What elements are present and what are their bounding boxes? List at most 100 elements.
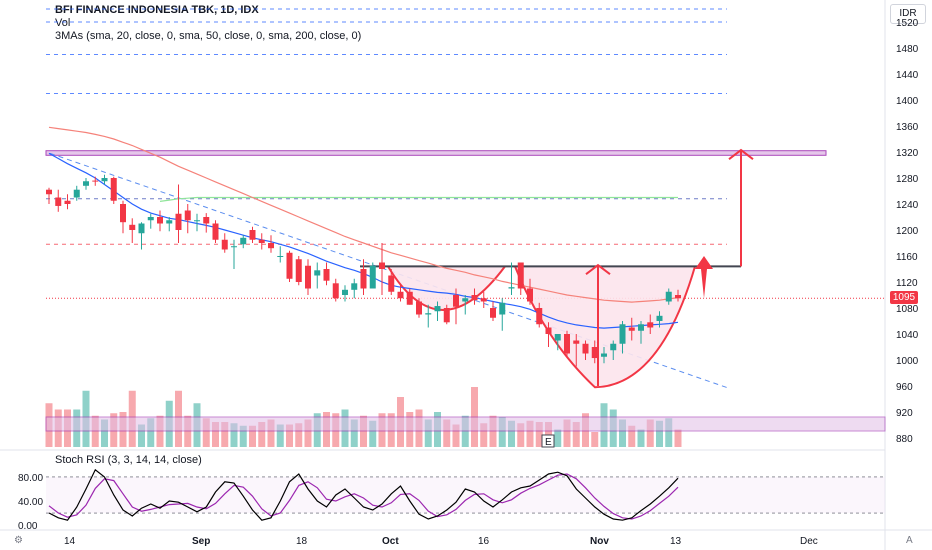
candle-body	[638, 324, 644, 331]
x-tick-label: 14	[64, 536, 76, 547]
candle-body	[499, 302, 506, 315]
y-tick-label: 1200	[896, 226, 919, 237]
volume-bar	[665, 418, 673, 447]
candle-body	[564, 334, 570, 354]
candle-body	[332, 283, 339, 299]
candle-body	[175, 213, 182, 230]
candle-body	[166, 220, 173, 224]
auto-scale-icon[interactable]: A	[906, 535, 913, 546]
x-tick-label: Dec	[800, 536, 818, 547]
volume-bar	[369, 420, 377, 447]
candle-body	[591, 347, 598, 359]
stoch-rsi-title[interactable]: Stoch RSI (3, 3, 14, 14, close)	[55, 454, 202, 466]
ma200-line	[159, 196, 678, 202]
earnings-marker: E	[541, 434, 555, 448]
candle-body	[619, 324, 626, 344]
rsi-tick-label: 0.00	[18, 521, 38, 532]
candle-body	[462, 298, 469, 302]
candle-body	[517, 262, 524, 289]
y-tick-label: 1160	[896, 252, 918, 263]
candle-body	[647, 322, 654, 328]
candle-body	[184, 210, 191, 221]
candle-body	[314, 270, 321, 276]
volume-bar	[286, 424, 293, 447]
candle-body	[277, 256, 284, 257]
candle-body	[64, 200, 71, 204]
candle-body	[369, 265, 376, 289]
candle-body	[258, 239, 265, 243]
support-zone-box	[45, 150, 827, 156]
candle-body	[342, 289, 348, 295]
target-arrowhead	[728, 148, 754, 160]
candle-body	[73, 189, 80, 198]
candle-body	[480, 298, 487, 302]
candle-body	[425, 313, 432, 315]
stoch-rsi-d-line	[48, 473, 679, 520]
candle-body	[406, 291, 413, 305]
y-tick-label: 1480	[896, 44, 919, 55]
candle-body	[46, 189, 52, 195]
y-tick-label: 1280	[896, 174, 919, 185]
candle-body	[490, 308, 496, 318]
volume-bar	[554, 429, 562, 447]
candle-body	[203, 217, 210, 224]
candle-body	[55, 197, 62, 206]
candle-body	[610, 343, 617, 351]
volume-bar	[572, 422, 580, 447]
measured-move-arrowhead	[585, 263, 611, 275]
volume-bar	[101, 419, 108, 447]
x-tick-label: 18	[296, 536, 308, 547]
x-tick-label: Sep	[192, 536, 210, 547]
volume-bar	[591, 432, 599, 447]
volume-bar	[304, 419, 312, 447]
volume-zone-box	[45, 416, 886, 432]
candle-body	[147, 217, 154, 221]
volume-bar	[674, 429, 682, 447]
y-tick-label: 1520	[896, 18, 919, 29]
volume-bar	[147, 418, 155, 447]
y-tick-label: 1040	[896, 330, 919, 341]
candle-body	[268, 243, 274, 249]
volume-bar	[517, 423, 525, 447]
volume-bar	[508, 420, 515, 447]
x-tick-label: 16	[478, 536, 490, 547]
candle-body	[434, 306, 441, 312]
y-tick-label: 1320	[896, 148, 919, 159]
x-tick-label: Oct	[382, 536, 399, 547]
y-tick-label: 1080	[896, 304, 919, 315]
y-tick-label: 1440	[896, 70, 919, 81]
volume-bar	[526, 420, 534, 447]
candle-body	[221, 239, 228, 250]
candle-body	[545, 327, 552, 334]
volume-bar	[480, 423, 488, 447]
volume-bar	[138, 424, 145, 447]
candle-body	[120, 204, 126, 223]
candle-body	[295, 259, 302, 282]
volume-label[interactable]: Vol	[55, 17, 71, 29]
candle-body	[471, 295, 478, 301]
candle-body	[129, 224, 136, 230]
candle-body	[157, 217, 163, 224]
volume-bar	[350, 419, 358, 447]
handle-curve-left	[387, 265, 506, 311]
candle-body	[453, 295, 459, 307]
currency-badge[interactable]: IDR	[890, 4, 926, 24]
volume-bar	[656, 420, 663, 447]
volume-bar	[637, 429, 645, 447]
candle-body	[305, 265, 311, 289]
candle-body	[323, 269, 330, 281]
moving-averages-label[interactable]: 3MAs (sma, 20, close, 0, sma, 50, close,…	[55, 30, 362, 42]
candle-body	[194, 220, 200, 222]
volume-bar	[239, 425, 247, 447]
y-tick-label: 1000	[896, 356, 919, 367]
settings-icon[interactable]: ⚙	[14, 535, 23, 546]
y-tick-label: 920	[896, 408, 913, 419]
stoch-rsi-k-line	[48, 468, 679, 521]
y-tick-label: 960	[896, 382, 913, 393]
last-price-tag: 1095	[890, 291, 918, 304]
candle-body	[360, 269, 367, 289]
symbol-title[interactable]: BFI FINANCE INDONESIA TBK, 1D, IDX	[55, 4, 259, 16]
candle-body	[351, 283, 358, 290]
y-tick-label: 880	[896, 434, 913, 445]
